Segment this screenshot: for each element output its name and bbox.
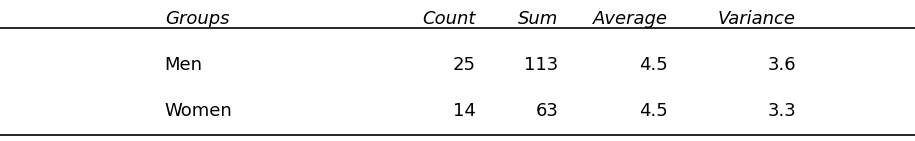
- Text: Groups: Groups: [165, 10, 229, 28]
- Text: 14: 14: [453, 102, 476, 120]
- Text: Count: Count: [423, 10, 476, 28]
- Text: Variance: Variance: [718, 10, 796, 28]
- Text: 25: 25: [453, 56, 476, 74]
- Text: 113: 113: [524, 56, 558, 74]
- Text: 63: 63: [535, 102, 558, 120]
- Text: Sum: Sum: [518, 10, 558, 28]
- Text: Average: Average: [593, 10, 668, 28]
- Text: 3.6: 3.6: [768, 56, 796, 74]
- Text: Women: Women: [165, 102, 232, 120]
- Text: 4.5: 4.5: [640, 102, 668, 120]
- Text: 3.3: 3.3: [768, 102, 796, 120]
- Text: Men: Men: [165, 56, 203, 74]
- Text: 4.5: 4.5: [640, 56, 668, 74]
